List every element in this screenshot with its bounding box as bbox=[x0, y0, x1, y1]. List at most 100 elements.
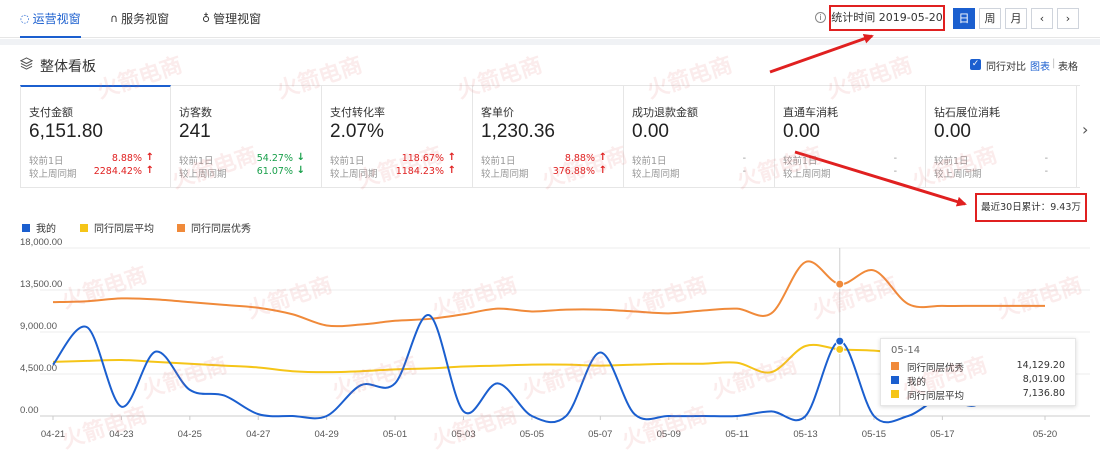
tooltip-swatch bbox=[891, 390, 899, 398]
metric-label: 钻石展位消耗 bbox=[934, 106, 1000, 119]
hover-point bbox=[835, 344, 845, 354]
legend-label-avg: 同行同层平均 bbox=[94, 224, 154, 235]
x-tick-label: 05-11 bbox=[725, 429, 749, 440]
metric-label: 支付金额 bbox=[29, 106, 73, 119]
tooltip-row: 同行同层平均 7,136.80 bbox=[891, 388, 1065, 402]
legend-swatch-avg bbox=[80, 223, 88, 232]
compare-week-value: 1184.23% bbox=[395, 166, 444, 177]
compare-day-label: 较前1日 bbox=[481, 156, 516, 167]
legend-swatch-mine bbox=[22, 223, 30, 232]
arrow-up-icon: ↑ bbox=[598, 152, 607, 163]
next-date-button[interactable]: › bbox=[1057, 8, 1079, 29]
medal-icon: ♁ bbox=[202, 12, 211, 25]
metric-card[interactable]: 客单价 1,230.36 较前1日 8.88% ↑ 较上周同期 376.88% ↑ bbox=[473, 86, 624, 187]
tooltip-row: 我的 8,019.00 bbox=[891, 374, 1065, 388]
x-tick-label: 05-09 bbox=[657, 429, 681, 440]
cards-next-arrow-icon[interactable]: › bbox=[1082, 120, 1089, 139]
y-tick-label: 0.00 bbox=[20, 405, 39, 416]
section-header: 整体看板 ✓ 同行对比 图表 | 表格 bbox=[0, 45, 1100, 83]
metric-card[interactable]: 支付转化率 2.07% 较前1日 118.67% ↑ 较上周同期 1184.23% ↑ bbox=[322, 86, 473, 187]
compare-week-value: - bbox=[893, 166, 897, 177]
compare-checkbox[interactable]: ✓ bbox=[970, 59, 981, 70]
metric-label: 支付转化率 bbox=[330, 106, 385, 119]
compare-day-label: 较前1日 bbox=[179, 156, 214, 167]
metric-label: 成功退款金额 bbox=[632, 106, 698, 119]
period-week-button[interactable]: 周 bbox=[979, 8, 1001, 29]
tab-service-label: 服务视窗 bbox=[121, 12, 170, 26]
compare-day-value: 8.88% bbox=[111, 153, 142, 164]
arrow-down-icon: ↓ bbox=[296, 165, 305, 176]
metric-card[interactable]: 成功退款金额 0.00 较前1日 - 较上周同期 - bbox=[624, 86, 775, 187]
compare-day-value: 118.67% bbox=[401, 153, 444, 164]
compare-week-label: 较上周同期 bbox=[632, 169, 680, 180]
compare-day-value: - bbox=[893, 153, 897, 164]
compare-day-label: 较前1日 bbox=[29, 156, 64, 167]
layers-icon bbox=[20, 57, 33, 70]
y-tick-label: 9,000.00 bbox=[20, 321, 57, 332]
y-tick-label: 13,500.00 bbox=[20, 279, 62, 290]
tooltip-value: 14,129.20 bbox=[1016, 360, 1065, 371]
x-tick-label: 05-17 bbox=[930, 429, 954, 440]
arrow-up-icon: ↑ bbox=[145, 165, 154, 176]
trend-chart: 18,000.00 13,500.00 9,000.00 4,500.00 0.00 04… bbox=[20, 237, 1090, 440]
section-title: 整体看板 bbox=[40, 59, 96, 75]
compare-day-label: 较前1日 bbox=[632, 156, 667, 167]
tooltip-name: 同行同层平均 bbox=[907, 391, 965, 402]
tab-service[interactable]: ∩ 服务视窗 bbox=[110, 0, 169, 38]
x-tick-label: 05-15 bbox=[862, 429, 886, 440]
compare-day-label: 较前1日 bbox=[330, 156, 365, 167]
hover-point bbox=[835, 279, 845, 289]
metric-card[interactable]: 钻石展位消耗 0.00 较前1日 - 较上周同期 - bbox=[926, 86, 1077, 187]
tooltip-value: 8,019.00 bbox=[1022, 374, 1065, 385]
shield-icon: ◌ bbox=[20, 12, 30, 25]
series-line-mine bbox=[52, 314, 1046, 424]
metric-value: 2.07% bbox=[330, 121, 384, 142]
arrow-up-icon: ↑ bbox=[447, 152, 456, 163]
compare-week-label: 较上周同期 bbox=[934, 169, 982, 180]
x-tick-label: 05-13 bbox=[793, 429, 817, 440]
legend-item-excellent[interactable]: 同行同层优秀 bbox=[177, 220, 251, 235]
compare-label[interactable]: 同行对比 bbox=[986, 62, 1026, 73]
x-tick-label: 04-25 bbox=[178, 429, 202, 440]
legend-swatch-excellent bbox=[177, 223, 185, 232]
divider-band bbox=[0, 39, 1100, 45]
x-tick-label: 05-03 bbox=[451, 429, 475, 440]
view-table-link[interactable]: 表格 bbox=[1058, 62, 1078, 73]
tooltip-date: 05-14 bbox=[891, 345, 921, 356]
metric-value: 1,230.36 bbox=[481, 121, 555, 142]
tab-management[interactable]: ♁ 管理视窗 bbox=[202, 0, 261, 38]
metric-value: 6,151.80 bbox=[29, 121, 103, 142]
legend-item-avg[interactable]: 同行同层平均 bbox=[80, 220, 154, 235]
compare-week-value: - bbox=[1044, 166, 1048, 177]
metric-card[interactable]: 直通车消耗 0.00 较前1日 - 较上周同期 - bbox=[775, 86, 926, 187]
compare-week-value: - bbox=[742, 166, 746, 177]
arrow-up-icon: ↑ bbox=[145, 152, 154, 163]
tooltip-name: 我的 bbox=[907, 377, 927, 388]
compare-day-value: - bbox=[742, 153, 746, 164]
view-chart-link[interactable]: 图表 bbox=[1030, 62, 1050, 73]
arrow-down-icon: ↓ bbox=[296, 152, 305, 163]
metric-value: 241 bbox=[179, 121, 211, 142]
x-tick-label: 04-21 bbox=[41, 429, 65, 440]
tab-operations[interactable]: ◌ 运营视窗 bbox=[20, 0, 81, 38]
period-day-button[interactable]: 日 bbox=[953, 8, 975, 29]
metric-label: 客单价 bbox=[481, 106, 514, 119]
metric-card[interactable]: 访客数 241 较前1日 54.27% ↓ 较上周同期 61.07% ↓ bbox=[171, 86, 322, 187]
compare-day-value: - bbox=[1044, 153, 1048, 164]
tab-operations-label: 运营视窗 bbox=[32, 12, 81, 26]
info-icon[interactable]: i bbox=[815, 12, 826, 23]
x-tick-label: 04-29 bbox=[314, 429, 338, 440]
x-tick-label: 05-05 bbox=[520, 429, 544, 440]
series-line-avg bbox=[52, 343, 1046, 374]
prev-date-button[interactable]: ‹ bbox=[1031, 8, 1053, 29]
stat-date-label: 统计时间 2019-05-20 bbox=[829, 5, 945, 31]
view-separator: | bbox=[1052, 58, 1056, 69]
period-month-button[interactable]: 月 bbox=[1005, 8, 1027, 29]
tooltip-value: 7,136.80 bbox=[1022, 388, 1065, 399]
legend-item-mine[interactable]: 我的 bbox=[22, 220, 56, 235]
compare-day-value: 8.88% bbox=[564, 153, 595, 164]
compare-week-label: 较上周同期 bbox=[481, 169, 529, 180]
metric-label: 访客数 bbox=[179, 106, 212, 119]
metric-card[interactable]: 支付金额 6,151.80 较前1日 8.88% ↑ 较上周同期 2284.42% ↑ bbox=[20, 85, 171, 188]
compare-week-label: 较上周同期 bbox=[179, 169, 227, 180]
